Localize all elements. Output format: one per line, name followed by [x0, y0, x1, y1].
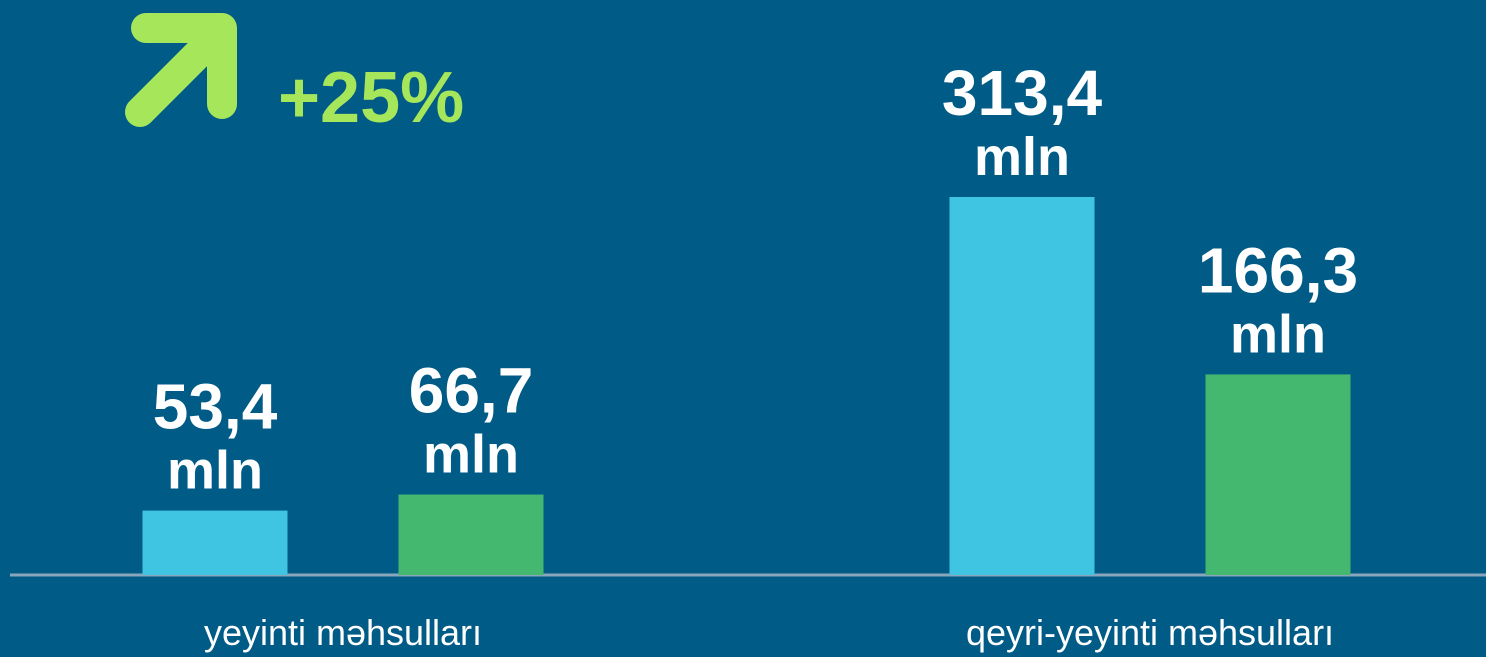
- unit-label: mln: [974, 127, 1070, 187]
- category-label: yeyinti məhsulları: [204, 612, 482, 653]
- unit-label: mln: [1230, 304, 1326, 364]
- value-label: 166,3: [1198, 234, 1358, 306]
- bar: [398, 494, 544, 575]
- value-label: 66,7: [409, 355, 534, 427]
- unit-label: mln: [423, 425, 519, 485]
- up-arrow: [125, 13, 237, 127]
- bar: [1205, 374, 1351, 575]
- unit-label: mln: [167, 441, 263, 501]
- bar: [142, 510, 288, 575]
- value-label: 313,4: [942, 57, 1103, 129]
- value-label: 53,4: [153, 371, 278, 443]
- category-label: qeyri-yeyinti məhsulları: [966, 612, 1334, 653]
- growth-annotation: +25%: [278, 58, 464, 138]
- bar: [949, 197, 1095, 575]
